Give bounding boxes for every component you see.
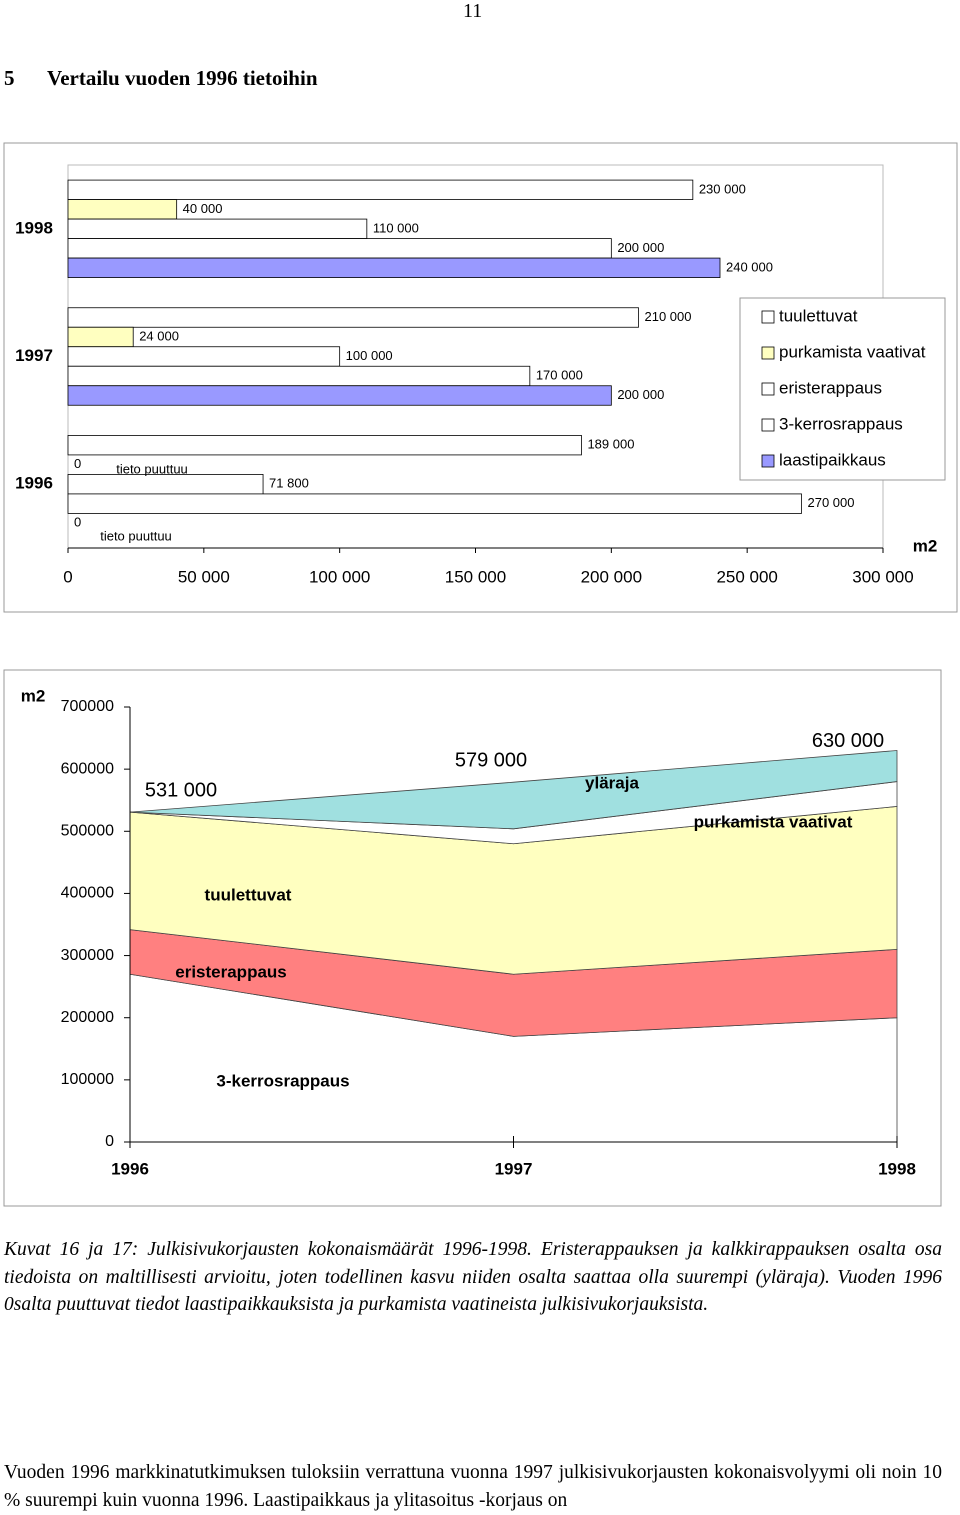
value-label: 0: [74, 456, 81, 471]
legend-swatch: [761, 346, 775, 360]
x-tick-label: 50 000: [178, 567, 230, 586]
heading-number: 5: [4, 66, 15, 90]
legend-swatch: [761, 382, 775, 396]
value-label: 200 000: [617, 387, 664, 402]
x-axis-label: m2: [913, 536, 938, 555]
series-label: 3-kerrosrappaus: [216, 1071, 349, 1090]
annotation: tieto puuttuu: [100, 528, 172, 543]
annotation: 630 000: [812, 730, 884, 752]
annotation: tieto puuttuu: [116, 461, 188, 476]
value-label: 189 000: [587, 437, 634, 452]
value-label: 100 000: [346, 348, 393, 363]
bar: [67, 435, 582, 456]
legend-label: tuulettuvat: [779, 306, 858, 325]
bar: [67, 493, 802, 514]
value-label: 240 000: [726, 259, 773, 274]
y-tick-label: 200000: [61, 1009, 114, 1026]
series-label: yläraja: [585, 773, 639, 792]
series-label: eristerappaus: [175, 962, 287, 981]
annotation: 531 000: [145, 779, 217, 801]
bar: [67, 238, 612, 259]
series-label: purkamista vaativat: [694, 812, 853, 831]
y-tick-label: 500000: [61, 823, 114, 840]
y-tick-label: 700000: [61, 698, 114, 715]
value-label: 40 000: [183, 201, 223, 216]
bar: [67, 199, 178, 220]
x-tick-label: 300 000: [852, 567, 913, 586]
legend-swatch: [761, 310, 775, 324]
bar: [67, 326, 134, 348]
area: [129, 750, 898, 830]
value-label: 270 000: [808, 495, 855, 510]
x-tick-label: 200 000: [581, 567, 642, 586]
charts: 0 50 000 100 000 150 000 200 000 250 000 300 0…: [3, 142, 958, 1207]
category-label: 1996: [111, 1159, 149, 1178]
heading-title: Vertailu vuoden 1996 tietoihin: [47, 66, 318, 90]
bar: [67, 307, 639, 328]
bar: [67, 218, 368, 239]
y-tick-label: 400000: [61, 885, 114, 902]
category-label: 1997: [495, 1159, 533, 1178]
legend-label: 3-kerrosrappaus: [779, 414, 903, 433]
value-label: 210 000: [645, 309, 692, 324]
x-tick-label: 250 000: [716, 567, 777, 586]
bar: [67, 474, 264, 495]
value-label: 0: [74, 515, 81, 530]
category-label: 1998: [15, 218, 53, 237]
category-label: 1998: [878, 1159, 916, 1178]
series-label: tuulettuvat: [205, 885, 292, 904]
y-axis-label: m2: [21, 686, 46, 705]
value-label: 200 000: [617, 240, 664, 255]
y-tick-label: 300000: [61, 947, 114, 964]
bar: [67, 179, 694, 200]
y-tick-label: 0: [105, 1133, 114, 1150]
category-label: 1996: [15, 474, 53, 493]
legend-label: eristerappaus: [779, 378, 882, 397]
bar: [67, 257, 721, 278]
value-label: 110 000: [373, 220, 419, 235]
legend-label: laastipaikkaus: [779, 450, 886, 469]
category-label: 1997: [15, 346, 53, 365]
annotation: 579 000: [455, 749, 527, 771]
x-tick-label: 150 000: [445, 567, 506, 586]
value-label: 71 800: [269, 476, 309, 491]
x-tick-label: 0: [63, 567, 72, 586]
y-tick-label: 100000: [61, 1071, 114, 1088]
value-label: 170 000: [536, 367, 583, 382]
paragraph: Vuoden 1996 markkinatutkimuksen tuloksii…: [4, 1462, 942, 1511]
x-tick-label: 100 000: [309, 567, 370, 586]
legend-swatch: [761, 454, 775, 468]
legend-label: purkamista vaativat: [779, 342, 926, 361]
value-label: 230 000: [699, 181, 746, 196]
page-number: 11: [463, 0, 483, 22]
legend-swatch: [761, 418, 775, 432]
bar: [67, 385, 612, 406]
value-label: 24 000: [139, 328, 179, 343]
bar: [67, 346, 341, 367]
caption: Kuvat 16 ja 17: Julkisivukorjausten koko…: [4, 1239, 942, 1315]
bar: [67, 365, 531, 387]
y-tick-label: 600000: [61, 760, 114, 777]
